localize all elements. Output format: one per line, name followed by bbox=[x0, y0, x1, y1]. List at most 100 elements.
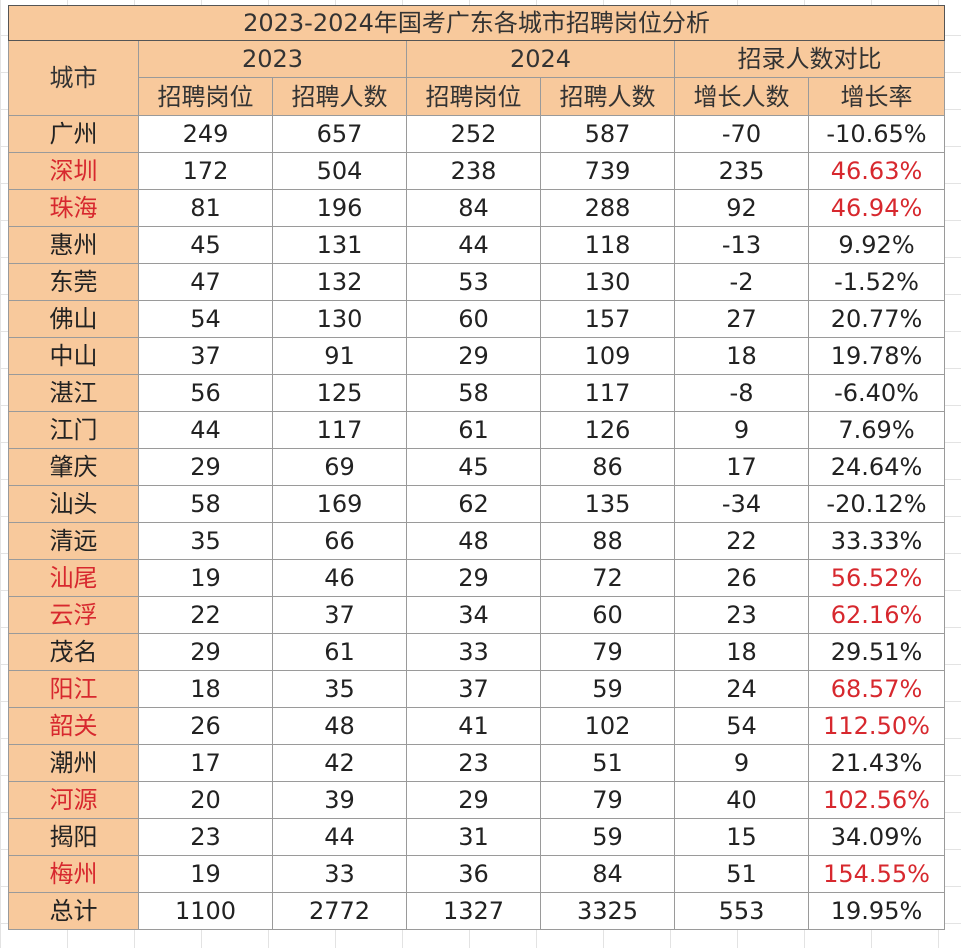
people-2024-cell[interactable]: 79 bbox=[540, 633, 675, 671]
total-increase[interactable]: 553 bbox=[674, 892, 809, 930]
people-2024-cell[interactable]: 288 bbox=[540, 189, 675, 227]
people-2024-cell[interactable]: 587 bbox=[540, 115, 675, 153]
header-rate[interactable]: 增长率 bbox=[807, 77, 946, 116]
people-2024-cell[interactable]: 126 bbox=[540, 411, 675, 449]
positions-2024-cell[interactable]: 37 bbox=[406, 670, 541, 708]
city-cell[interactable]: 河源 bbox=[8, 781, 139, 819]
positions-2023-cell[interactable]: 37 bbox=[138, 337, 273, 375]
rate-cell[interactable]: 20.77% bbox=[807, 300, 946, 338]
total-people-2024[interactable]: 3325 bbox=[540, 892, 675, 930]
increase-cell[interactable]: 24 bbox=[674, 670, 809, 708]
city-cell[interactable]: 惠州 bbox=[8, 226, 139, 264]
city-cell[interactable]: 云浮 bbox=[8, 596, 139, 634]
positions-2023-cell[interactable]: 44 bbox=[138, 411, 273, 449]
positions-2023-cell[interactable]: 26 bbox=[138, 707, 273, 745]
positions-2023-cell[interactable]: 29 bbox=[138, 448, 273, 486]
positions-2024-cell[interactable]: 53 bbox=[406, 263, 541, 301]
total-people-2023[interactable]: 2772 bbox=[272, 892, 407, 930]
increase-cell[interactable]: 54 bbox=[674, 707, 809, 745]
people-2024-cell[interactable]: 739 bbox=[540, 152, 675, 190]
rate-cell[interactable]: 102.56% bbox=[807, 781, 946, 819]
city-cell[interactable]: 茂名 bbox=[8, 633, 139, 671]
rate-cell[interactable]: 24.64% bbox=[807, 448, 946, 486]
city-cell[interactable]: 韶关 bbox=[8, 707, 139, 745]
people-2023-cell[interactable]: 91 bbox=[272, 337, 407, 375]
rate-cell[interactable]: 56.52% bbox=[807, 559, 946, 597]
positions-2024-cell[interactable]: 31 bbox=[406, 818, 541, 856]
people-2023-cell[interactable]: 37 bbox=[272, 596, 407, 634]
city-cell[interactable]: 湛江 bbox=[8, 374, 139, 412]
table-title[interactable]: 2023-2024年国考广东各城市招聘岗位分析 bbox=[7, 5, 946, 41]
positions-2023-cell[interactable]: 19 bbox=[138, 559, 273, 597]
city-cell[interactable]: 潮州 bbox=[8, 744, 139, 782]
positions-2024-cell[interactable]: 84 bbox=[406, 189, 541, 227]
people-2024-cell[interactable]: 59 bbox=[540, 818, 675, 856]
increase-cell[interactable]: 235 bbox=[674, 152, 809, 190]
increase-cell[interactable]: -8 bbox=[674, 374, 809, 412]
increase-cell[interactable]: 92 bbox=[674, 189, 809, 227]
positions-2024-cell[interactable]: 62 bbox=[406, 485, 541, 523]
header-2023[interactable]: 2023 bbox=[138, 40, 407, 78]
people-2023-cell[interactable]: 61 bbox=[272, 633, 407, 671]
increase-cell[interactable]: -34 bbox=[674, 485, 809, 523]
rate-cell[interactable]: 68.57% bbox=[807, 670, 946, 708]
increase-cell[interactable]: 9 bbox=[674, 411, 809, 449]
people-2023-cell[interactable]: 196 bbox=[272, 189, 407, 227]
rate-cell[interactable]: -10.65% bbox=[807, 115, 946, 153]
people-2023-cell[interactable]: 504 bbox=[272, 152, 407, 190]
city-cell[interactable]: 梅州 bbox=[8, 855, 139, 893]
positions-2023-cell[interactable]: 20 bbox=[138, 781, 273, 819]
positions-2024-cell[interactable]: 23 bbox=[406, 744, 541, 782]
positions-2024-cell[interactable]: 238 bbox=[406, 152, 541, 190]
city-cell[interactable]: 中山 bbox=[8, 337, 139, 375]
rate-cell[interactable]: 62.16% bbox=[807, 596, 946, 634]
positions-2023-cell[interactable]: 35 bbox=[138, 522, 273, 560]
increase-cell[interactable]: -70 bbox=[674, 115, 809, 153]
rate-cell[interactable]: 21.43% bbox=[807, 744, 946, 782]
rate-cell[interactable]: 33.33% bbox=[807, 522, 946, 560]
people-2023-cell[interactable]: 44 bbox=[272, 818, 407, 856]
header-increase[interactable]: 增长人数 bbox=[674, 77, 809, 116]
people-2023-cell[interactable]: 131 bbox=[272, 226, 407, 264]
total-rate[interactable]: 19.95% bbox=[807, 892, 946, 930]
city-cell[interactable]: 佛山 bbox=[8, 300, 139, 338]
positions-2024-cell[interactable]: 60 bbox=[406, 300, 541, 338]
header-positions-2023[interactable]: 招聘岗位 bbox=[138, 77, 273, 116]
people-2023-cell[interactable]: 42 bbox=[272, 744, 407, 782]
positions-2023-cell[interactable]: 81 bbox=[138, 189, 273, 227]
people-2024-cell[interactable]: 79 bbox=[540, 781, 675, 819]
positions-2024-cell[interactable]: 58 bbox=[406, 374, 541, 412]
increase-cell[interactable]: 27 bbox=[674, 300, 809, 338]
people-2023-cell[interactable]: 169 bbox=[272, 485, 407, 523]
increase-cell[interactable]: 15 bbox=[674, 818, 809, 856]
rate-cell[interactable]: 9.92% bbox=[807, 226, 946, 264]
positions-2024-cell[interactable]: 29 bbox=[406, 337, 541, 375]
city-cell[interactable]: 广州 bbox=[8, 115, 139, 153]
total-positions-2023[interactable]: 1100 bbox=[138, 892, 273, 930]
rate-cell[interactable]: 46.63% bbox=[807, 152, 946, 190]
increase-cell[interactable]: 22 bbox=[674, 522, 809, 560]
header-compare[interactable]: 招录人数对比 bbox=[673, 40, 946, 78]
positions-2023-cell[interactable]: 54 bbox=[138, 300, 273, 338]
header-people-2023[interactable]: 招聘人数 bbox=[272, 77, 407, 116]
positions-2023-cell[interactable]: 22 bbox=[138, 596, 273, 634]
city-cell[interactable]: 清远 bbox=[8, 522, 139, 560]
people-2024-cell[interactable]: 51 bbox=[540, 744, 675, 782]
positions-2023-cell[interactable]: 19 bbox=[138, 855, 273, 893]
positions-2023-cell[interactable]: 249 bbox=[138, 115, 273, 153]
people-2023-cell[interactable]: 132 bbox=[272, 263, 407, 301]
rate-cell[interactable]: 34.09% bbox=[807, 818, 946, 856]
positions-2024-cell[interactable]: 29 bbox=[406, 559, 541, 597]
positions-2024-cell[interactable]: 252 bbox=[406, 115, 541, 153]
people-2024-cell[interactable]: 86 bbox=[540, 448, 675, 486]
header-people-2024[interactable]: 招聘人数 bbox=[540, 77, 675, 116]
positions-2024-cell[interactable]: 45 bbox=[406, 448, 541, 486]
people-2023-cell[interactable]: 69 bbox=[272, 448, 407, 486]
people-2024-cell[interactable]: 72 bbox=[540, 559, 675, 597]
city-cell[interactable]: 汕尾 bbox=[8, 559, 139, 597]
positions-2024-cell[interactable]: 33 bbox=[406, 633, 541, 671]
positions-2024-cell[interactable]: 29 bbox=[406, 781, 541, 819]
increase-cell[interactable]: -2 bbox=[674, 263, 809, 301]
rate-cell[interactable]: 19.78% bbox=[807, 337, 946, 375]
people-2023-cell[interactable]: 117 bbox=[272, 411, 407, 449]
